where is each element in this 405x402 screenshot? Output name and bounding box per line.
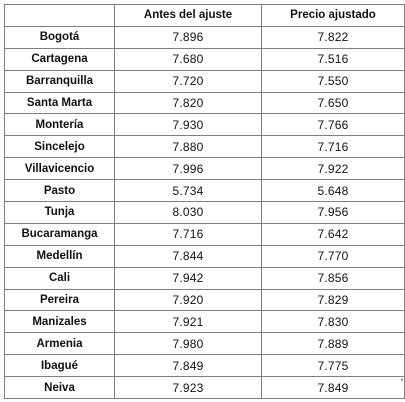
table-row: Pereira 7.920 7.829 [4,288,405,312]
before-adjustment-cell: 7.716 [114,222,262,246]
city-cell: Neiva [4,376,115,400]
before-adjustment-cell: 7.942 [114,266,262,290]
city-cell: Cali [4,266,115,290]
header-city [4,4,115,27]
table-row: Bucaramanga 7.716 7.642 [4,222,405,246]
adjusted-price-cell: 7.849 [261,376,405,400]
city-cell: Bucaramanga [4,222,115,246]
before-adjustment-cell: 8.030 [114,201,262,224]
adjusted-price-cell: 7.856 [261,266,405,290]
before-adjustment-cell: 7.720 [114,69,262,93]
table-row: Ibagué 7.849 7.775 [4,354,405,378]
city-cell: Sincelejo [4,135,115,159]
before-adjustment-cell: 7.921 [114,310,262,334]
adjusted-price-cell: 7.770 [261,244,405,268]
before-adjustment-cell: 7.849 [114,354,262,378]
table-row: Pasto 5.734 5.648 [4,179,405,203]
table-row: Barranquilla 7.720 7.550 [4,69,405,93]
before-adjustment-cell: 7.923 [114,376,262,400]
price-table: Antes del ajuste Precio ajustado Bogotá 7… [4,4,405,400]
table-row: Cartagena 7.680 7.516 [4,47,405,71]
adjusted-price-cell: 7.956 [261,201,405,224]
adjusted-price-cell: 7.822 [261,25,405,49]
adjusted-price-cell: 7.550 [261,69,405,93]
before-adjustment-cell: 7.680 [114,47,262,71]
before-adjustment-cell: 7.880 [114,135,262,159]
city-cell: Manizales [4,310,115,334]
table-row: Sincelejo 7.880 7.716 [4,135,405,159]
city-cell: Villavicencio [4,157,115,181]
header-before-adjustment: Antes del ajuste [114,4,262,27]
table-row: Bogotá 7.896 7.822 [4,25,405,49]
table-row: Montería 7.930 7.766 [4,113,405,137]
city-cell: Barranquilla [4,69,115,93]
before-adjustment-cell: 7.896 [114,25,262,49]
adjusted-price-cell: 7.775 [261,354,405,378]
before-adjustment-cell: 7.844 [114,244,262,268]
adjusted-price-cell: 7.829 [261,288,405,312]
city-cell: Medellín [4,244,115,268]
table-row: Neiva 7.923 7.849 [4,376,405,400]
before-adjustment-cell: 7.820 [114,91,262,115]
city-cell: Ibagué [4,354,115,378]
adjusted-price-cell: 7.650 [261,91,405,115]
adjusted-price-cell: 7.922 [261,157,405,181]
city-cell: Cartagena [4,47,115,71]
before-adjustment-cell: 5.734 [114,179,262,203]
city-cell: Pasto [4,179,115,203]
city-cell: Tunja [4,201,115,224]
table-row: Cali 7.942 7.856 [4,266,405,290]
adjusted-price-cell: 7.766 [261,113,405,137]
table-row: Tunja 8.030 7.956 [4,201,405,224]
city-cell: Armenia [4,332,115,356]
city-cell: Pereira [4,288,115,312]
adjusted-price-cell: 7.889 [261,332,405,356]
adjusted-price-cell: 7.516 [261,47,405,71]
adjusted-price-cell: 5.648 [261,179,405,203]
city-cell: Santa Marta [4,91,115,115]
adjusted-price-cell: 7.830 [261,310,405,334]
table-row: Santa Marta 7.820 7.650 [4,91,405,115]
table-row: Villavicencio 7.996 7.922 [4,157,405,181]
before-adjustment-cell: 7.920 [114,288,262,312]
adjusted-price-cell: 7.716 [261,135,405,159]
trailing-mark: ' [401,377,404,389]
table-header-row: Antes del ajuste Precio ajustado [4,4,405,27]
city-cell: Bogotá [4,25,115,49]
before-adjustment-cell: 7.996 [114,157,262,181]
table-body: Bogotá 7.896 7.822 Cartagena 7.680 7.516 Barra… [4,25,405,400]
city-cell: Montería [4,113,115,137]
adjusted-price-cell: 7.642 [261,222,405,246]
table-row: Medellín 7.844 7.770 [4,244,405,268]
price-table-container: Antes del ajuste Precio ajustado Bogotá 7… [4,4,405,400]
header-adjusted-price: Precio ajustado [261,4,405,27]
table-row: Armenia 7.980 7.889 [4,332,405,356]
before-adjustment-cell: 7.980 [114,332,262,356]
before-adjustment-cell: 7.930 [114,113,262,137]
table-row: Manizales 7.921 7.830 [4,310,405,334]
